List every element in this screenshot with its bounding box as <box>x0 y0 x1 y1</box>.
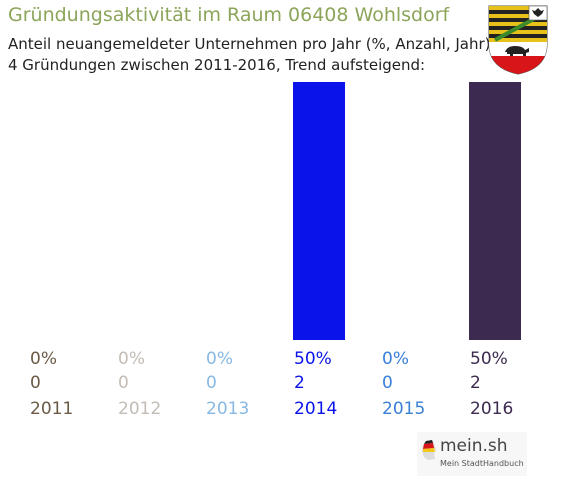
percent-label-2013: 0% <box>206 349 233 369</box>
brand-tagline: Mein StadtHandbuch <box>440 459 524 468</box>
bar-2014 <box>293 82 345 340</box>
sachsen-anhalt-coat-of-arms-icon <box>488 5 548 75</box>
brand-name: mein.sh <box>440 436 508 456</box>
count-label-2014: 2 <box>294 373 305 393</box>
percent-label-2011: 0% <box>30 349 57 369</box>
chart-subtitle: Anteil neuangemeldeter Unternehmen pro J… <box>8 34 491 76</box>
count-label-2012: 0 <box>118 373 129 393</box>
count-label-2016: 2 <box>470 373 481 393</box>
year-label-2016: 2016 <box>470 399 513 419</box>
percent-label-2016: 50% <box>470 349 508 369</box>
bar-2016 <box>469 82 521 340</box>
brand-logo[interactable]: mein.sh Mein StadtHandbuch <box>417 432 527 476</box>
count-label-2015: 0 <box>382 373 393 393</box>
count-label-2013: 0 <box>206 373 217 393</box>
subtitle-line-2: 4 Gründungen zwischen 2011-2016, Trend a… <box>8 56 426 74</box>
chart-title: Gründungsaktivität im Raum 06408 Wohlsdo… <box>8 4 450 26</box>
year-label-2015: 2015 <box>382 399 425 419</box>
count-label-2011: 0 <box>30 373 41 393</box>
percent-label-2014: 50% <box>294 349 332 369</box>
germany-map-icon <box>422 440 436 460</box>
year-label-2012: 2012 <box>118 399 161 419</box>
year-label-2014: 2014 <box>294 399 337 419</box>
subtitle-line-1: Anteil neuangemeldeter Unternehmen pro J… <box>8 35 491 53</box>
year-label-2011: 2011 <box>30 399 73 419</box>
percent-label-2012: 0% <box>118 349 145 369</box>
percent-label-2015: 0% <box>382 349 409 369</box>
year-label-2013: 2013 <box>206 399 249 419</box>
